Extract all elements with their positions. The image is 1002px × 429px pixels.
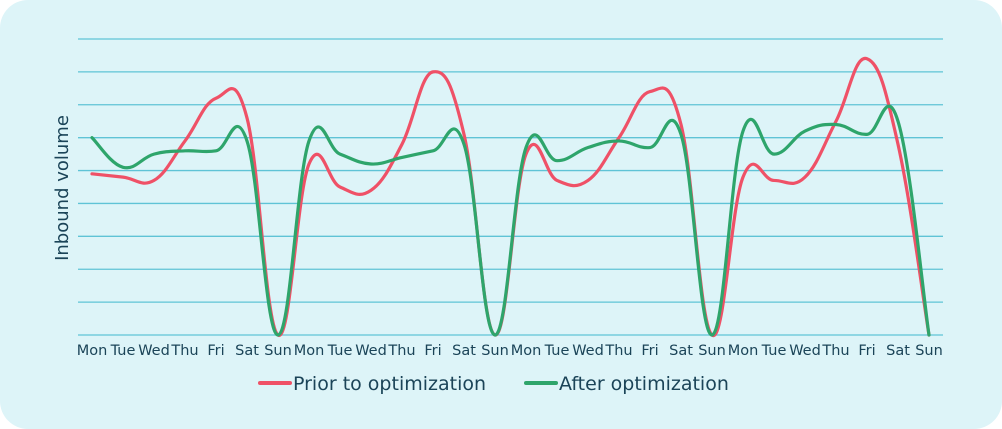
x-tick-label: Fri [424,343,441,359]
x-tick-label: Sat [886,343,910,359]
x-tick-label: Sun [698,343,726,359]
x-tick-label: Sun [264,343,292,359]
series-line-prior [90,57,931,337]
x-tick-label: Thu [387,343,415,359]
x-axis-ticks: Mon Tue Wed Thu Fri Sat Sun Mon Tue Wed Thu Fri Sat S… [77,343,943,359]
x-tick-label: Tue [110,343,136,359]
x-tick-label: Tue [327,343,353,359]
x-tick-label: Sat [235,343,259,359]
series-lines [90,57,931,337]
x-tick-label: Thu [604,343,632,359]
legend: Prior to optimization After optimization [258,373,729,395]
x-tick-label: Fri [641,343,658,359]
x-tick-label: Wed [138,343,170,359]
x-tick-label: Mon [511,343,542,359]
x-tick-label: Sat [452,343,476,359]
x-tick-label: Tue [761,343,787,359]
x-tick-label: Thu [170,343,198,359]
x-tick-label: Mon [77,343,108,359]
x-tick-label: Wed [572,343,604,359]
legend-label-prior: Prior to optimization [293,373,486,395]
gridlines [78,38,943,336]
x-tick-label: Wed [355,343,387,359]
x-tick-label: Mon [294,343,325,359]
x-tick-label: Thu [821,343,849,359]
legend-label-after: After optimization [559,373,729,395]
x-tick-label: Tue [544,343,570,359]
x-tick-label: Sat [669,343,693,359]
x-tick-label: Sun [481,343,509,359]
x-tick-label: Mon [728,343,759,359]
y-axis-label: Inbound volume [52,115,73,261]
series-line-after [90,104,931,337]
x-tick-label: Sun [915,343,943,359]
x-tick-label: Fri [207,343,224,359]
x-tick-label: Fri [858,343,875,359]
x-tick-label: Wed [789,343,821,359]
